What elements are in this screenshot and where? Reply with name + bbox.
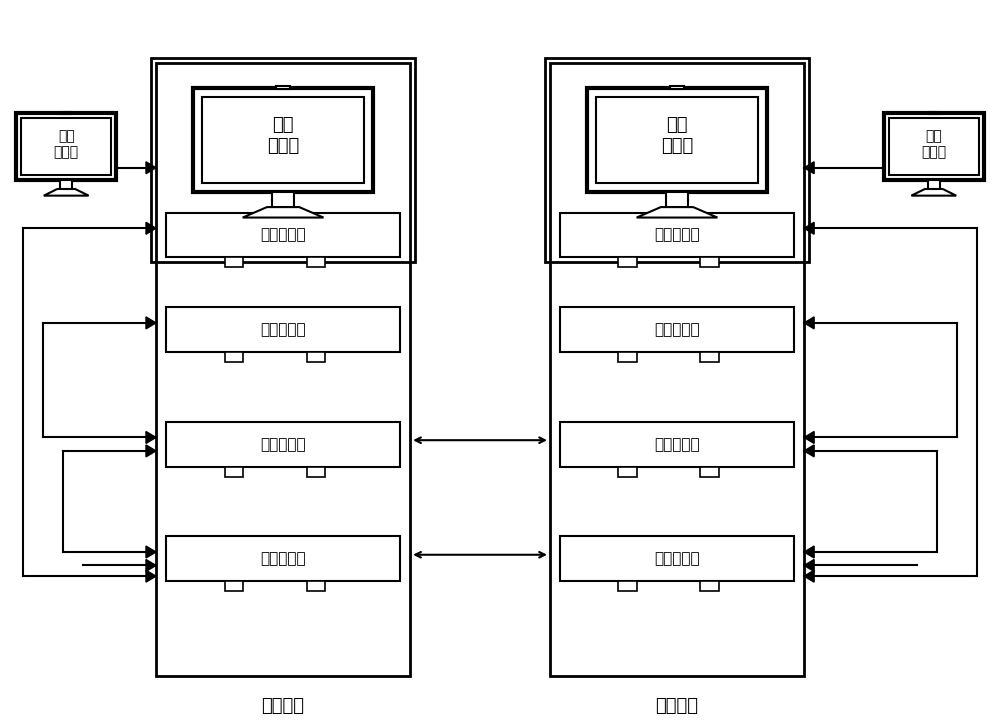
Bar <box>307 581 325 591</box>
Text: 第二工控机: 第二工控机 <box>260 322 306 337</box>
Polygon shape <box>804 162 814 174</box>
Polygon shape <box>146 546 156 558</box>
Polygon shape <box>146 560 156 571</box>
Bar <box>225 466 243 477</box>
Polygon shape <box>146 445 156 457</box>
Text: 第三
显示器: 第三 显示器 <box>661 116 693 155</box>
Text: 第四工控机: 第四工控机 <box>654 322 700 337</box>
Bar <box>700 581 719 591</box>
Bar <box>545 58 809 262</box>
Bar <box>202 97 364 183</box>
Bar <box>60 180 72 189</box>
Bar <box>272 192 294 207</box>
Bar <box>930 112 938 115</box>
Bar <box>166 307 400 352</box>
Text: 第一
显示器: 第一 显示器 <box>267 116 299 155</box>
Bar <box>225 258 243 267</box>
Bar <box>618 581 637 591</box>
Text: 第三工控机: 第三工控机 <box>654 227 700 243</box>
Polygon shape <box>804 432 814 443</box>
Polygon shape <box>804 317 814 329</box>
Bar <box>166 212 400 258</box>
Bar <box>166 422 400 466</box>
Bar <box>928 180 940 189</box>
Bar <box>166 536 400 581</box>
Polygon shape <box>146 570 156 582</box>
Polygon shape <box>146 317 156 329</box>
Bar <box>156 63 410 676</box>
Text: 第二交换机: 第二交换机 <box>654 437 700 452</box>
Bar <box>670 86 684 90</box>
Bar <box>307 352 325 362</box>
Bar <box>151 58 415 262</box>
Bar <box>889 118 979 175</box>
Bar <box>618 466 637 477</box>
Polygon shape <box>44 189 89 196</box>
Text: 第三交换机: 第三交换机 <box>260 551 306 566</box>
Text: 第一交换机: 第一交换机 <box>260 437 306 452</box>
Text: 第一子网: 第一子网 <box>262 697 305 715</box>
Bar <box>596 97 758 183</box>
Polygon shape <box>804 445 814 457</box>
Polygon shape <box>243 207 323 217</box>
Text: 第四
显示器: 第四 显示器 <box>921 129 946 159</box>
Bar <box>700 258 719 267</box>
Bar <box>307 258 325 267</box>
Polygon shape <box>911 189 956 196</box>
Bar <box>225 581 243 591</box>
Polygon shape <box>637 207 717 217</box>
Bar <box>193 87 373 192</box>
Polygon shape <box>804 570 814 582</box>
Polygon shape <box>146 432 156 443</box>
Bar <box>21 118 111 175</box>
Polygon shape <box>146 162 156 174</box>
Bar <box>587 87 767 192</box>
Bar <box>618 258 637 267</box>
Bar <box>225 352 243 362</box>
Bar <box>700 352 719 362</box>
Bar <box>884 113 984 180</box>
Bar <box>16 113 116 180</box>
Bar <box>560 212 794 258</box>
Polygon shape <box>146 222 156 234</box>
Bar <box>666 192 688 207</box>
Bar <box>62 112 70 115</box>
Bar <box>700 466 719 477</box>
Text: 第四交换机: 第四交换机 <box>654 551 700 566</box>
Polygon shape <box>804 560 814 571</box>
Text: 第一工控机: 第一工控机 <box>260 227 306 243</box>
Polygon shape <box>804 546 814 558</box>
Bar <box>307 466 325 477</box>
Bar <box>276 86 290 90</box>
Text: 第二
显示器: 第二 显示器 <box>54 129 79 159</box>
Bar <box>550 63 804 676</box>
Text: 第二子网: 第二子网 <box>656 697 699 715</box>
Bar <box>560 536 794 581</box>
Bar <box>560 307 794 352</box>
Polygon shape <box>804 222 814 234</box>
Bar <box>618 352 637 362</box>
Bar <box>560 422 794 466</box>
